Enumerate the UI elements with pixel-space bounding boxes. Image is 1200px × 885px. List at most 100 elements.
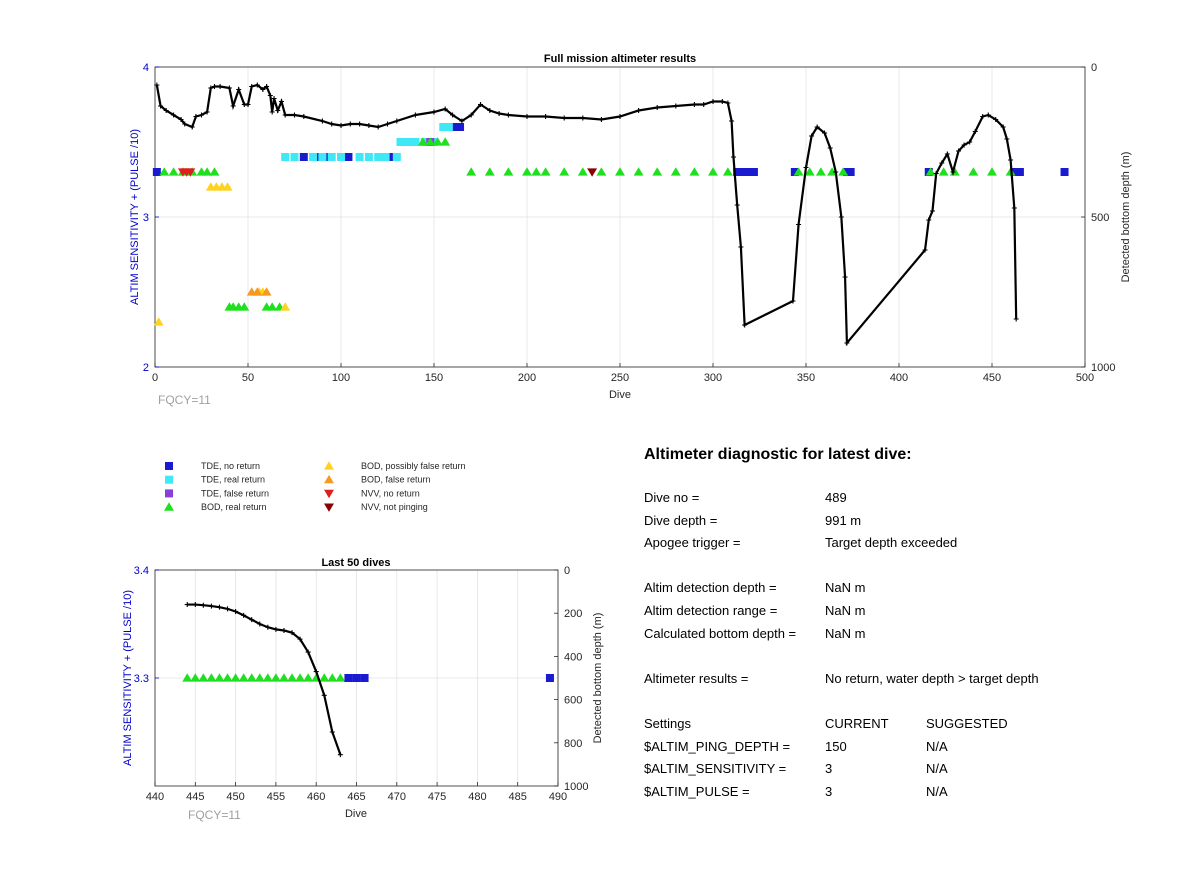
inset-x-label: Dive (345, 808, 367, 820)
main-x-label: Dive (609, 389, 631, 401)
tde-real-return-point (337, 153, 345, 161)
pulse-row: $ALTIM_PULSE = 3 N/A (644, 784, 1184, 807)
bottom-depth-point (636, 108, 642, 113)
bottom-depth-point (431, 109, 437, 115)
bottom-depth-point (598, 117, 604, 122)
bottom-depth-point (282, 112, 288, 118)
bod-possibly-false-return-point (222, 182, 233, 191)
tde-real-return-point (290, 153, 299, 161)
bod-real-return-point (270, 673, 281, 682)
tde-real-return-point (281, 153, 290, 161)
bod-real-return-point (531, 167, 542, 176)
nvv-no-return-point (185, 168, 196, 177)
bottom-depth-point (208, 603, 214, 609)
bottom-depth-point (796, 222, 802, 227)
tde-no-return-point (1010, 168, 1019, 176)
bod-real-return-point (577, 167, 588, 176)
bod-real-return-point (206, 673, 217, 682)
bottom-depth-point (319, 118, 325, 124)
bottom-depth-point (561, 115, 567, 121)
bod-real-return-point (793, 167, 804, 176)
dive-depth-label: Dive depth = (644, 512, 718, 528)
x-tick-label: 475 (428, 791, 446, 803)
bottom-depth-point (926, 217, 932, 223)
tde-real-return-point (374, 153, 383, 161)
bod-real-return-point (214, 673, 225, 682)
bottom-depth-point (200, 602, 206, 608)
bod-real-return-point (432, 137, 443, 146)
bottom-depth-point (313, 669, 319, 675)
tde-real-return-point (355, 153, 364, 161)
bottom-depth-point (803, 165, 809, 170)
right-y-tick-label: 800 (564, 738, 582, 750)
main-title: Full mission altimeter results (544, 53, 696, 65)
bottom-depth-point (468, 112, 474, 118)
legend-label-bod-real-return: BOD, real return (201, 502, 267, 512)
x-tick-label: 445 (186, 791, 204, 803)
bottom-depth-point (357, 121, 363, 127)
x-tick-label: 100 (332, 372, 350, 384)
calculated-depth-value: NaN m (825, 625, 866, 641)
bottom-depth-point (980, 114, 986, 119)
main-y-right-label: Detected bottom depth (m) (1120, 152, 1132, 283)
legend-label-bod-possibly-false-return: BOD, possibly false return (361, 461, 466, 471)
bod-possibly-false-return-point (153, 317, 164, 326)
bod-real-return-point (246, 673, 257, 682)
detection-depth-label: Altim detection depth = (644, 580, 777, 596)
main-grid (154, 66, 1086, 368)
tde-no-return-point (846, 168, 855, 176)
altimeter-results-row: Altimeter results = No return, water dep… (644, 671, 1184, 694)
tde-real-return-point (381, 153, 390, 161)
bottom-depth-point (394, 118, 400, 124)
bottom-depth-point (273, 626, 279, 632)
bottom-depth-point (734, 202, 740, 208)
bottom-depth-point (1000, 124, 1006, 130)
x-tick-label: 485 (509, 791, 527, 803)
bottom-depth-point (366, 123, 372, 128)
bottom-depth-point (822, 130, 828, 136)
bottom-depth-point (459, 118, 465, 124)
legend-label-tde-false-return: TDE, false return (201, 488, 269, 498)
main-y-left-label: ALTIM SENSITIVITY + (PULSE /10) (129, 129, 141, 305)
inset-marks (182, 602, 554, 758)
bod-real-return-point (254, 673, 265, 682)
legend-marker-tde-false-return (165, 489, 173, 498)
bottom-depth-point (260, 87, 266, 92)
diagnostic-heading: Altimeter diagnostic for latest dive: (644, 446, 912, 463)
bottom-depth-point (329, 121, 335, 127)
tde-no-return-point (456, 123, 465, 131)
legend-marker-bod-false-return (324, 474, 334, 484)
bottom-depth-point (297, 636, 303, 642)
bod-real-return-point (827, 167, 837, 176)
bottom-depth-point (338, 123, 344, 128)
detection-range-row: Altim detection range = NaN m (644, 603, 1184, 626)
detection-range-label: Altim detection range = (644, 602, 778, 618)
bottom-depth-point (844, 340, 850, 346)
tde-no-return-point (344, 153, 353, 161)
bod-real-return-point (633, 167, 644, 176)
bottom-depth-point (838, 214, 844, 220)
bottom-depth-point (814, 124, 820, 130)
tde-real-return-point (364, 153, 373, 161)
tde-no-return-point (360, 674, 369, 682)
bod-real-return-point (190, 673, 201, 682)
tde-no-return-point (738, 168, 747, 176)
legend-label-tde-real-return: TDE, real return (201, 475, 265, 485)
left-y-tick-label: 4 (143, 62, 149, 74)
bottom-depth-point (267, 93, 273, 98)
bottom-depth-point (192, 602, 198, 608)
bottom-depth-point (673, 103, 679, 109)
tde-no-return-point (299, 153, 308, 161)
bottom-depth-point (347, 121, 353, 127)
sensitivity-label: $ALTIM_SENSITIVITY = (644, 761, 787, 777)
right-y-tick-label: 1000 (1091, 362, 1115, 374)
dive-depth-value: 991 m (825, 512, 862, 528)
bottom-depth-point (292, 112, 297, 118)
bottom-depth-point (961, 142, 967, 148)
right-y-tick-label: 1000 (564, 781, 588, 793)
bottom-depth-point (249, 84, 255, 89)
x-tick-label: 450 (226, 791, 244, 803)
bottom-depth-point (944, 151, 950, 157)
bottom-depth-point (193, 114, 199, 119)
x-tick-label: 470 (388, 791, 406, 803)
